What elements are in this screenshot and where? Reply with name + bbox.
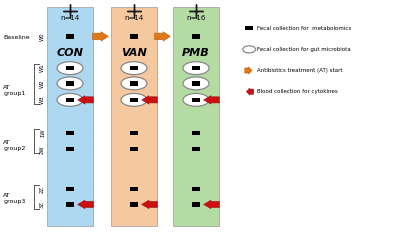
Bar [130, 34, 138, 39]
Text: AT
group2: AT group2 [3, 140, 26, 151]
Ellipse shape [57, 62, 83, 75]
Text: AT
group1: AT group1 [3, 85, 26, 96]
Bar [192, 131, 200, 135]
Ellipse shape [183, 62, 209, 75]
Text: Fecal collection for  metabolomics: Fecal collection for metabolomics [257, 26, 351, 31]
Bar [130, 202, 138, 207]
FancyArrow shape [93, 32, 108, 41]
Ellipse shape [121, 77, 147, 90]
FancyArrow shape [78, 96, 93, 104]
Bar [130, 147, 138, 151]
FancyArrow shape [154, 32, 170, 41]
FancyArrow shape [142, 200, 158, 209]
Ellipse shape [183, 93, 209, 106]
Bar [130, 187, 138, 191]
Text: 2W: 2W [40, 145, 45, 153]
Text: W2: W2 [40, 79, 45, 88]
Bar [66, 66, 74, 70]
Bar [192, 81, 200, 86]
Text: W0: W0 [40, 32, 45, 41]
Text: n=14: n=14 [124, 15, 144, 21]
Text: VAN: VAN [121, 48, 147, 58]
Text: W3: W3 [40, 96, 45, 104]
Ellipse shape [183, 77, 209, 90]
Bar [47, 7, 93, 226]
Text: 3Z: 3Z [40, 201, 45, 208]
Bar [66, 131, 74, 135]
Ellipse shape [57, 93, 83, 106]
Bar [130, 66, 138, 70]
Bar [130, 98, 138, 102]
Text: n=16: n=16 [186, 15, 206, 21]
Bar [192, 187, 200, 191]
Ellipse shape [243, 46, 256, 53]
Bar [66, 202, 74, 207]
FancyArrow shape [204, 96, 219, 104]
Bar [192, 34, 200, 39]
Bar [245, 26, 253, 30]
Bar [66, 81, 74, 86]
Bar [66, 147, 74, 151]
FancyArrow shape [246, 88, 254, 95]
FancyArrow shape [78, 200, 93, 209]
Bar [173, 7, 219, 226]
Bar [130, 81, 138, 86]
Text: AT
group3: AT group3 [3, 193, 26, 204]
Bar [66, 34, 74, 39]
Text: CON: CON [56, 48, 84, 58]
Text: Blood collection for cytokines: Blood collection for cytokines [257, 89, 338, 94]
Ellipse shape [57, 77, 83, 90]
FancyArrow shape [142, 96, 158, 104]
Text: PMB: PMB [182, 48, 210, 58]
Bar [66, 98, 74, 102]
Bar [192, 98, 200, 102]
Bar [111, 7, 157, 226]
Text: Baseline: Baseline [3, 35, 30, 40]
Ellipse shape [121, 62, 147, 75]
Bar [66, 187, 74, 191]
Text: Antibiotics treatment (AT) start: Antibiotics treatment (AT) start [257, 68, 342, 73]
Bar [192, 66, 200, 70]
Text: 1W: 1W [40, 129, 45, 137]
FancyArrow shape [204, 200, 219, 209]
Text: W1: W1 [40, 64, 45, 72]
Bar [192, 202, 200, 207]
Text: 2Z: 2Z [40, 186, 45, 193]
Text: Fecal collection for gut microbiota: Fecal collection for gut microbiota [257, 47, 350, 52]
Ellipse shape [121, 93, 147, 106]
FancyArrow shape [245, 67, 252, 74]
Text: n=14: n=14 [60, 15, 80, 21]
Bar [192, 147, 200, 151]
Bar [130, 131, 138, 135]
